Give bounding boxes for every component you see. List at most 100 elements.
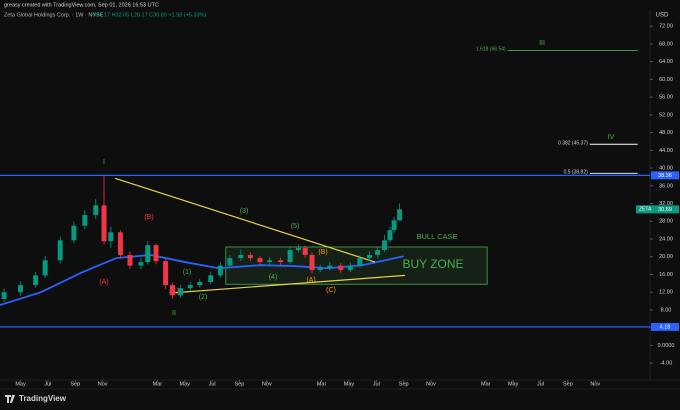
y-tick-label: 28.00 bbox=[659, 219, 673, 225]
x-tick-label: Sep bbox=[235, 381, 245, 387]
candle-body bbox=[93, 205, 99, 216]
x-tick-label: Jul bbox=[373, 381, 380, 387]
x-tick-label: Sep bbox=[563, 381, 573, 387]
last-symbol: ZETA bbox=[639, 207, 652, 213]
symbol: Zeta Global Holdings Corp. · 1W · NYSE bbox=[4, 12, 104, 18]
candle-body bbox=[18, 285, 24, 293]
trendline bbox=[169, 274, 406, 294]
y-tick-label: 44.00 bbox=[659, 148, 673, 154]
y-tick-label: 40.00 bbox=[659, 166, 673, 172]
wave-label: BUY ZONE bbox=[402, 257, 463, 271]
last-price: 30.69 bbox=[658, 207, 672, 213]
x-tick-label: Jul bbox=[44, 381, 51, 387]
brand-logo bbox=[5, 395, 15, 403]
y-tick-label: 20.00 bbox=[659, 254, 673, 260]
candle-body bbox=[82, 215, 88, 226]
x-tick-label: Mar bbox=[153, 381, 163, 387]
candle-body bbox=[327, 265, 333, 269]
candle-body bbox=[387, 230, 393, 241]
x-tick-label: Sep bbox=[399, 381, 409, 387]
candle-body bbox=[197, 282, 203, 286]
wave-label: (A) bbox=[99, 279, 108, 286]
x-tick-label: May bbox=[344, 381, 355, 387]
wave-label: (1) bbox=[183, 269, 192, 276]
wave-label: III bbox=[539, 40, 545, 47]
x-tick-label: Jul bbox=[537, 381, 544, 387]
wave-label: IV bbox=[608, 134, 615, 141]
y-tick-label: 60.00 bbox=[659, 77, 673, 83]
candle-body bbox=[163, 261, 169, 286]
candle-body bbox=[267, 260, 273, 263]
candle-body bbox=[238, 254, 244, 259]
candle-body bbox=[366, 254, 372, 259]
x-tick-label: May bbox=[15, 381, 26, 387]
x-tick-label: May bbox=[180, 381, 191, 387]
candle-body bbox=[227, 258, 233, 266]
x-tick-label: Nov bbox=[98, 381, 108, 387]
y-tick-label: 64.00 bbox=[659, 59, 673, 65]
candle-body bbox=[302, 247, 308, 255]
x-tick-label: May bbox=[508, 381, 519, 387]
candle-body bbox=[357, 258, 363, 266]
candle-body bbox=[338, 265, 344, 271]
candle-body bbox=[138, 262, 144, 266]
level-tag-label: 38.36 bbox=[658, 173, 672, 179]
y-tick-label: 52.00 bbox=[659, 112, 673, 118]
x-tick-label: Mar bbox=[481, 381, 491, 387]
wave-label: (2) bbox=[199, 294, 208, 301]
candle-body bbox=[178, 288, 184, 296]
candle-body bbox=[101, 205, 107, 242]
wave-label: (4) bbox=[269, 274, 278, 281]
candle-body bbox=[42, 260, 48, 276]
last-tag bbox=[636, 205, 679, 214]
candle-body bbox=[33, 275, 39, 286]
candle-body bbox=[208, 275, 214, 283]
candle-body bbox=[287, 250, 293, 263]
x-tick-label: Mar bbox=[317, 381, 327, 387]
trendline bbox=[114, 177, 376, 263]
candle-body bbox=[1, 292, 7, 299]
fib-label: 0.5 (38.82) bbox=[564, 170, 589, 176]
candle-body bbox=[153, 245, 159, 262]
level-tag-label: 4.18 bbox=[660, 324, 671, 330]
candle-body bbox=[145, 245, 151, 263]
y-tick-label: -4.00 bbox=[660, 361, 673, 367]
y-tick-label: 48.00 bbox=[659, 130, 673, 136]
candle-body bbox=[309, 254, 315, 271]
y-tick-label: 32.00 bbox=[659, 201, 673, 207]
level-tag bbox=[651, 171, 679, 180]
x-tick-label: Nov bbox=[262, 381, 272, 387]
candle-body bbox=[257, 258, 263, 263]
y-tick-label: 72.00 bbox=[659, 24, 673, 30]
candle-body bbox=[391, 220, 397, 231]
candle-body bbox=[382, 240, 388, 251]
fib-label: 1.618 (66.54) bbox=[476, 47, 506, 53]
candle-body bbox=[127, 254, 133, 266]
candle-body bbox=[347, 265, 353, 271]
wave-label: (B) bbox=[318, 249, 327, 256]
candle-body bbox=[57, 240, 63, 261]
x-tick-label: Jul bbox=[209, 381, 216, 387]
credit: greasy created with TradingView.com, Sep… bbox=[4, 2, 159, 8]
candle-body bbox=[247, 254, 253, 259]
y-tick-label: 68.00 bbox=[659, 41, 673, 47]
x-tick-label: Sep bbox=[70, 381, 80, 387]
candle-body bbox=[187, 285, 193, 289]
candle-body bbox=[317, 268, 323, 271]
x-tick-label: Nov bbox=[426, 381, 436, 387]
candle-body bbox=[278, 260, 284, 263]
y-tick-label: 8.00 bbox=[661, 307, 672, 313]
wave-label: II bbox=[172, 310, 176, 317]
candle-body bbox=[117, 232, 123, 255]
candle-body bbox=[295, 247, 301, 251]
wave-label: (A) bbox=[306, 277, 315, 284]
ohlc: O28.17 H32.05 L28.17 C30.69 +1.58 (+5.33… bbox=[92, 12, 207, 18]
y-tick-label: 56.00 bbox=[659, 95, 673, 101]
y-tick-label: 36.00 bbox=[659, 183, 673, 189]
y-tick-label: 0.0000 bbox=[658, 343, 675, 349]
wave-label: (5) bbox=[291, 223, 300, 230]
candle-body bbox=[375, 250, 381, 255]
moving-average bbox=[0, 254, 404, 306]
